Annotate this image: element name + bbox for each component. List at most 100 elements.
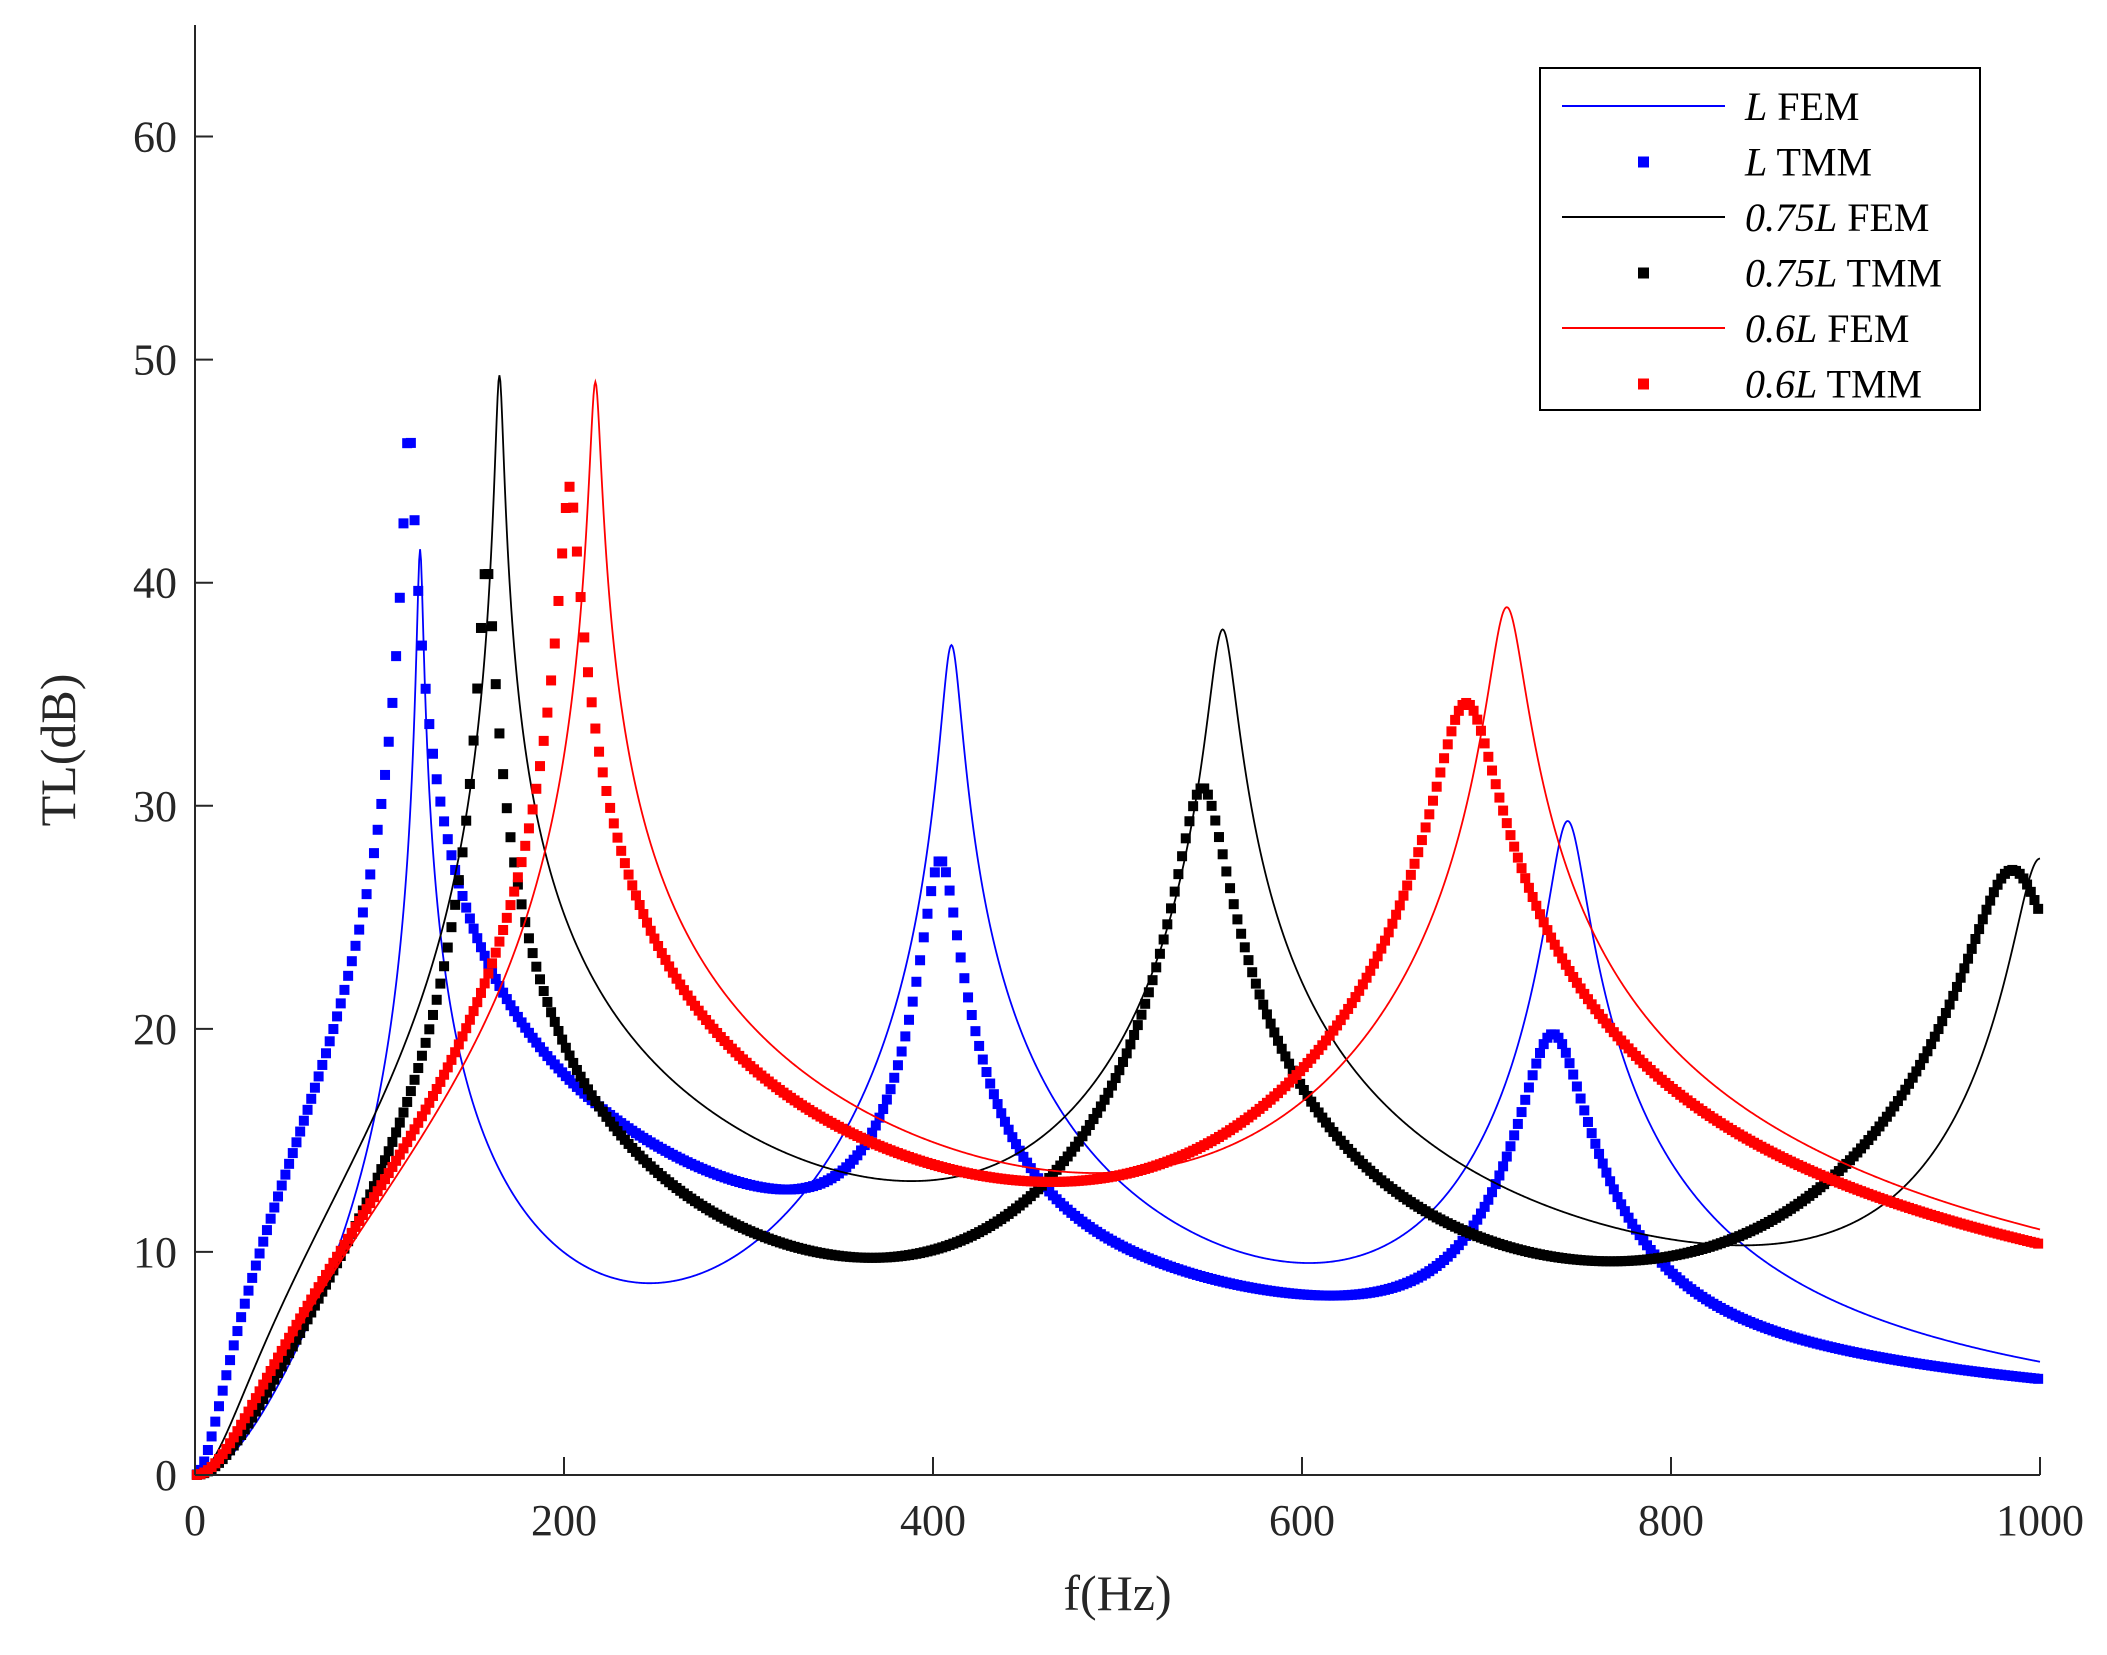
- series-point: [350, 940, 361, 951]
- series-point: [1516, 1107, 1527, 1118]
- series-point: [409, 1074, 420, 1085]
- series-point: [682, 990, 693, 1001]
- series-point: [1575, 1093, 1586, 1104]
- series-point: [874, 1112, 885, 1123]
- series-point: [365, 1198, 376, 1209]
- series-point: [885, 1084, 896, 1095]
- series-point: [501, 994, 512, 1005]
- y-tick-label: 20: [133, 1005, 177, 1054]
- series-point: [664, 961, 675, 972]
- series-point: [368, 1181, 379, 1192]
- legend-label: 0.6L TMM: [1745, 362, 1922, 407]
- series-point: [1298, 1085, 1309, 1095]
- series-point: [428, 748, 438, 759]
- series-point: [1557, 1039, 1568, 1050]
- series-point: [575, 592, 586, 603]
- series-point: [306, 1093, 317, 1104]
- series-point: [915, 955, 926, 966]
- series-point: [472, 683, 483, 694]
- series-point: [479, 950, 490, 961]
- series-point: [1431, 781, 1442, 792]
- series-point: [1239, 942, 1250, 953]
- series-point: [1383, 927, 1394, 938]
- series-point: [1132, 1020, 1143, 1031]
- series-point: [1479, 1201, 1490, 1212]
- series-point: [1409, 858, 1420, 869]
- series-point: [1099, 1094, 1110, 1105]
- series-point: [376, 1164, 387, 1175]
- series-point: [494, 936, 505, 947]
- series-point: [1084, 1120, 1095, 1130]
- series-point: [413, 1063, 424, 1074]
- series-point: [1018, 1151, 1029, 1162]
- series-point: [546, 1007, 557, 1018]
- series-point: [239, 1298, 250, 1309]
- series-point: [1442, 739, 1453, 750]
- series-point: [538, 986, 549, 997]
- series-point: [383, 736, 394, 747]
- series-point: [1992, 879, 2003, 890]
- series-point: [1605, 1176, 1616, 1187]
- series-point: [1376, 943, 1387, 954]
- series-point: [461, 1023, 472, 1034]
- series-point: [1380, 935, 1391, 946]
- series-point: [287, 1326, 298, 1337]
- series-point: [542, 707, 553, 718]
- series-point: [1487, 765, 1498, 776]
- series-point: [1464, 699, 1475, 710]
- y-tick-label: 0: [155, 1451, 177, 1500]
- series-point: [391, 651, 402, 662]
- series-point: [1538, 1039, 1549, 1050]
- series-point: [394, 1117, 405, 1128]
- series-point: [535, 974, 546, 985]
- series-point: [1357, 979, 1368, 990]
- series-point: [564, 1050, 575, 1061]
- series-point: [1597, 1158, 1608, 1169]
- series-point: [217, 1449, 228, 1460]
- series-point: [446, 850, 457, 861]
- series-point: [346, 956, 357, 967]
- series-point: [1428, 795, 1438, 806]
- series-point: [1959, 963, 1970, 974]
- series-point: [1922, 1046, 1933, 1057]
- series-point: [309, 1288, 320, 1299]
- series-point: [1188, 801, 1199, 812]
- series-point: [955, 952, 966, 963]
- series-point: [564, 481, 575, 492]
- series-point: [509, 1006, 520, 1017]
- x-tick-label: 800: [1638, 1496, 1704, 1545]
- series-point: [505, 900, 516, 911]
- series-point: [439, 961, 450, 972]
- series-point: [2029, 895, 2040, 906]
- series-point: [361, 1204, 372, 1215]
- series-point: [1118, 1056, 1129, 1067]
- series-point: [1416, 835, 1427, 846]
- series-point: [1933, 1024, 1944, 1035]
- series-point: [1228, 899, 1239, 910]
- series-point: [1582, 1116, 1593, 1127]
- series-point: [1475, 725, 1486, 736]
- series-point: [265, 1366, 276, 1376]
- series-point: [904, 1014, 915, 1025]
- series-point: [236, 1312, 247, 1323]
- series-point: [335, 1245, 346, 1256]
- series-point: [1483, 751, 1494, 762]
- series-point: [512, 879, 523, 890]
- series-point: [261, 1225, 272, 1236]
- series-point: [1180, 833, 1191, 844]
- series-point: [1346, 998, 1357, 1009]
- series-point: [1173, 869, 1184, 880]
- series-1: [191, 437, 2044, 1480]
- series-point: [1236, 928, 1247, 939]
- series-point: [520, 1022, 531, 1033]
- series-point: [298, 1307, 309, 1318]
- series-point: [1398, 890, 1409, 901]
- x-tick-label: 200: [531, 1496, 597, 1545]
- series-point: [590, 723, 601, 734]
- series-point: [590, 1095, 601, 1106]
- series-point: [1129, 1029, 1140, 1040]
- series-point: [1210, 815, 1221, 826]
- series-point: [383, 1168, 394, 1179]
- series-point: [254, 1400, 265, 1411]
- series-point: [250, 1393, 261, 1404]
